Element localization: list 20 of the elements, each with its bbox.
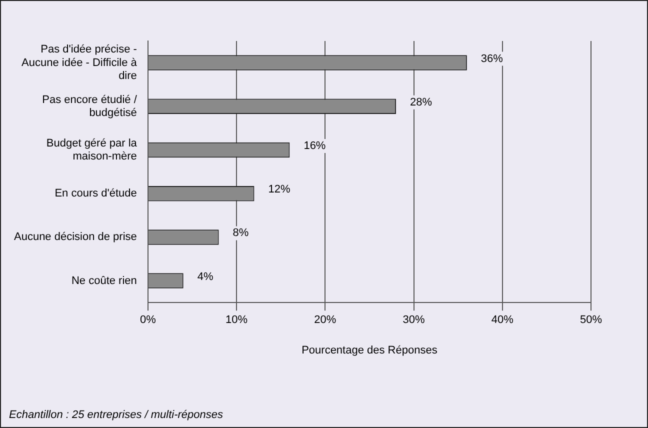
data-label: 12% (268, 184, 290, 196)
x-tick-label: 20% (314, 314, 336, 326)
x-tick-label: 30% (402, 314, 425, 326)
y-tick-label: En cours d'étude (54, 188, 137, 200)
x-axis-title: Pourcentage des Réponses (302, 344, 438, 356)
x-tick-label: 50% (580, 314, 602, 326)
y-tick-label: Budget géré par la maison-mère (46, 137, 138, 163)
data-label: 8% (232, 227, 249, 240)
x-tick-label: 10% (226, 314, 248, 326)
y-tick-label: Pas d'idée précise - Aucune idée - Difficile à dire (22, 44, 138, 82)
data-label: 28% (410, 96, 432, 108)
x-tick-label: 40% (491, 314, 514, 326)
data-label: 4% (197, 270, 214, 283)
y-tick-label: Aucune décision de prise (14, 231, 137, 244)
text: Echantillon : 25 entreprises / multi-réponses (9, 409, 223, 421)
data-label: 36% (480, 52, 504, 65)
y-tick-label: Ne coûte rien (71, 274, 137, 287)
x-tick-label: 0% (140, 314, 156, 326)
y-tick-label: Pas encore étudié / budgétisé (42, 94, 138, 120)
data-label: 16% (304, 140, 326, 152)
